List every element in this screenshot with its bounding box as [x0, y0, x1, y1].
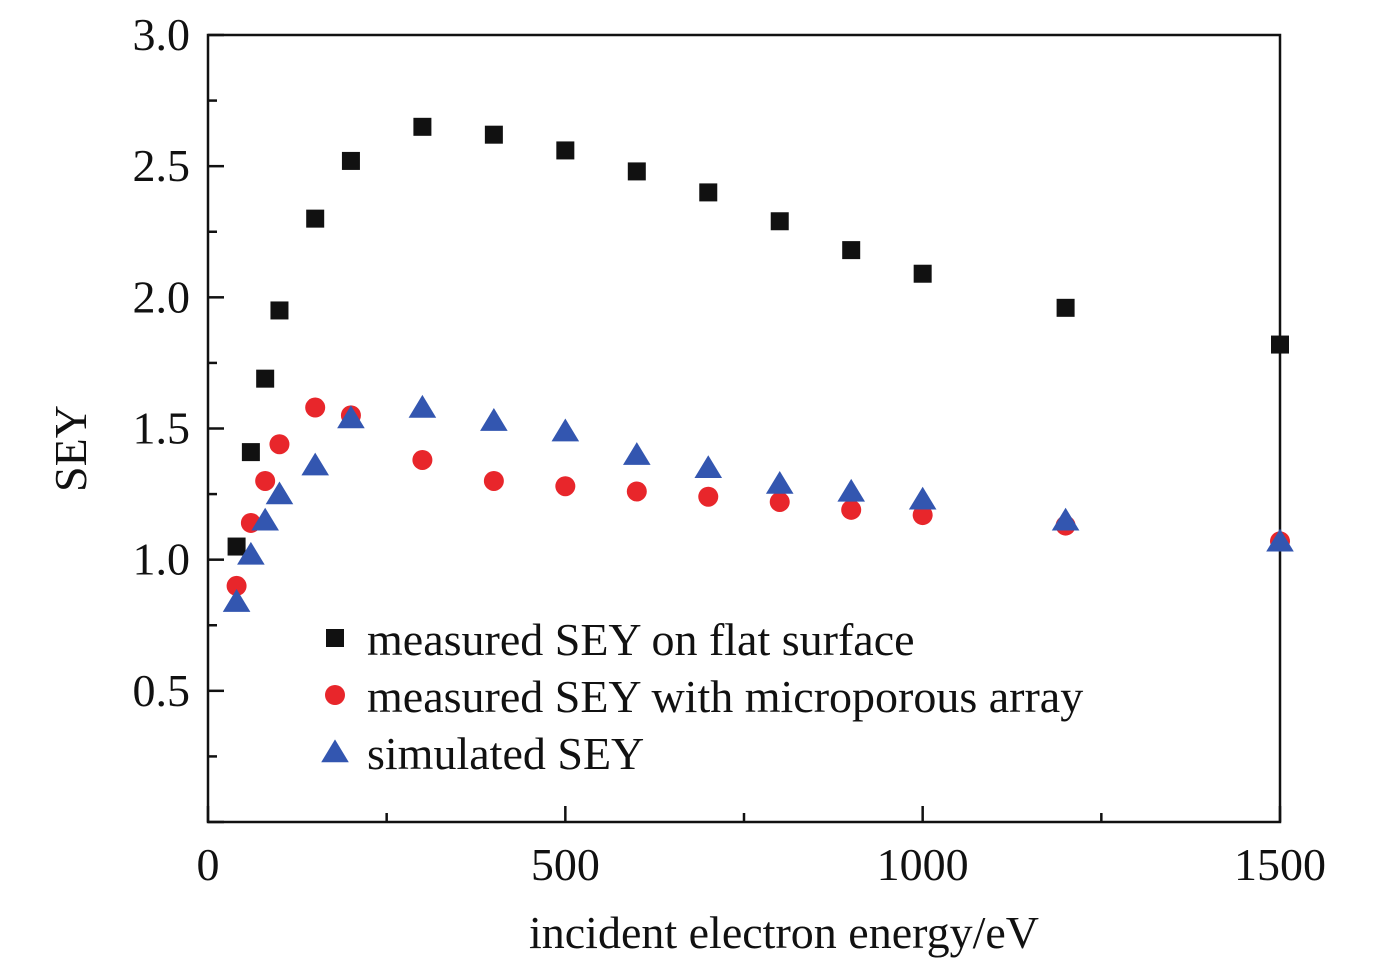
data-point-circle	[698, 486, 719, 507]
data-point-circle	[305, 397, 326, 418]
data-point-circle	[912, 505, 933, 526]
x-tick-label: 1500	[1234, 839, 1326, 890]
data-point-square	[770, 212, 789, 231]
data-point-circle	[483, 470, 504, 491]
y-axis-title: SEY	[45, 405, 96, 492]
data-point-square	[556, 141, 575, 160]
data-point-triangle	[251, 507, 279, 531]
marks-layer	[222, 117, 1294, 612]
legend-marker-square	[326, 629, 344, 647]
y-tick-label: 3.0	[133, 9, 191, 60]
data-point-triangle	[623, 442, 651, 465]
data-point-circle	[269, 434, 290, 455]
data-point-circle	[626, 481, 647, 502]
data-point-triangle	[301, 452, 329, 476]
data-point-square	[341, 151, 360, 170]
y-tick-label: 2.5	[133, 140, 191, 191]
data-point-triangle	[337, 405, 365, 429]
data-point-square	[413, 117, 432, 136]
data-point-square	[227, 537, 246, 556]
data-point-triangle	[908, 486, 937, 510]
data-point-square	[1056, 298, 1075, 317]
legend-label: measured SEY on flat surface	[367, 614, 915, 665]
data-point-circle	[769, 491, 790, 512]
legend: measured SEY on flat surface measured SEY…	[321, 614, 1083, 779]
data-point-triangle	[480, 408, 508, 431]
data-point-square	[306, 209, 325, 228]
y-tick-label: 0.5	[133, 665, 191, 716]
legend-label: measured SEY with microporous array	[367, 671, 1083, 722]
x-tick-label: 500	[531, 839, 600, 890]
data-point-square	[913, 264, 932, 283]
legend-marker-circle	[325, 685, 345, 705]
axes-layer: 0 500 1000 1500 0.5 1.0 1.5 2.0 2.5 3.0 incident e…	[45, 9, 1326, 958]
data-point-square	[270, 301, 289, 320]
data-point-triangle	[837, 478, 865, 502]
data-point-circle	[226, 575, 247, 596]
legend-marker-triangle	[321, 739, 349, 763]
x-axis-title: incident electron energy/eV	[529, 907, 1039, 958]
data-point-circle	[412, 449, 433, 470]
legend-label: simulated SEY	[367, 728, 644, 779]
y-tick-label: 2.0	[133, 271, 191, 322]
data-point-square	[627, 162, 646, 181]
data-point-triangle	[237, 541, 265, 565]
data-point-triangle	[408, 394, 437, 418]
data-point-triangle	[765, 470, 794, 494]
data-point-square	[484, 125, 503, 144]
x-tick-label: 0	[197, 839, 220, 890]
data-point-circle	[555, 476, 576, 497]
data-point-square	[1271, 335, 1289, 354]
data-point-square	[699, 183, 718, 202]
data-point-triangle	[222, 589, 251, 612]
data-point-circle	[255, 470, 276, 491]
data-point-triangle	[1266, 528, 1294, 552]
data-point-triangle	[265, 481, 294, 505]
data-point-square	[256, 369, 275, 388]
x-tick-label: 1000	[877, 839, 969, 890]
data-point-triangle	[694, 455, 723, 479]
y-tick-label: 1.5	[133, 403, 191, 454]
data-point-triangle	[551, 418, 580, 442]
data-point-square	[241, 443, 260, 462]
y-tick-label: 1.0	[133, 534, 191, 585]
data-point-square	[842, 241, 861, 260]
data-point-circle	[841, 499, 862, 520]
data-point-triangle	[1051, 507, 1080, 531]
